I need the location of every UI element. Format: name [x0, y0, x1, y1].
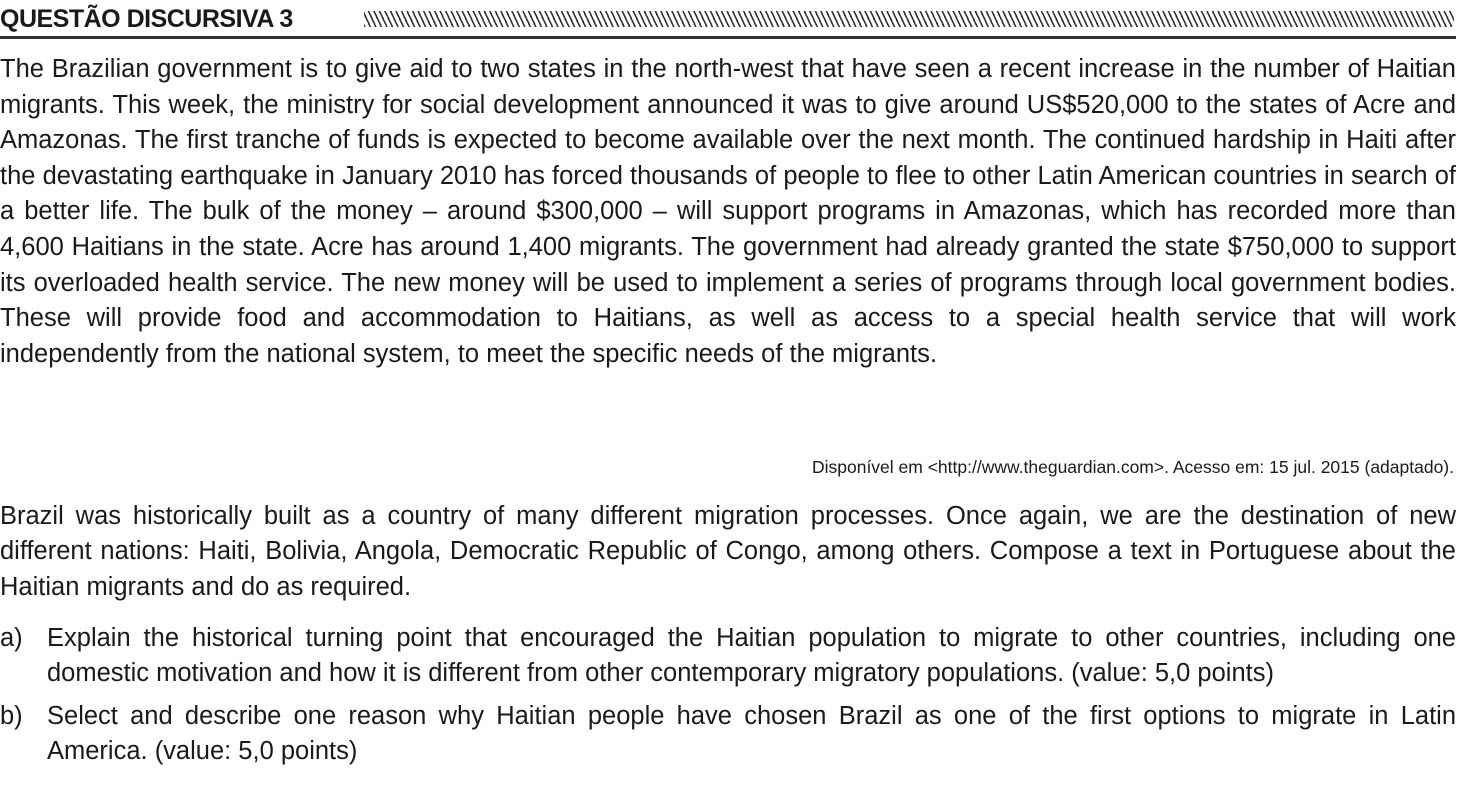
task-item-b: b) Select and describe one reason why Ha… [0, 699, 1456, 770]
task-item-a: a) Explain the historical turning point … [0, 621, 1456, 692]
task-marker: b) [0, 701, 23, 730]
reading-passage: The Brazilian government is to give aid … [0, 55, 1456, 368]
question-prompt: Brazil was historically built as a count… [0, 502, 1456, 601]
task-marker: a) [0, 624, 23, 652]
header-divider [0, 36, 1456, 39]
header-hatch-decoration [364, 11, 1454, 27]
task-text: Explain the historical turning point tha… [47, 624, 1456, 688]
question-title: QUESTÃO DISCURSIVA 3 [0, 5, 293, 33]
task-list: a) Explain the historical turning point … [0, 621, 1456, 770]
question-header: QUESTÃO DISCURSIVA 3 [0, 4, 1456, 40]
passage-source-citation: Disponível em <http://www.theguardian.co… [811, 457, 1454, 477]
task-text: Select and describe one reason why Haiti… [47, 701, 1456, 766]
